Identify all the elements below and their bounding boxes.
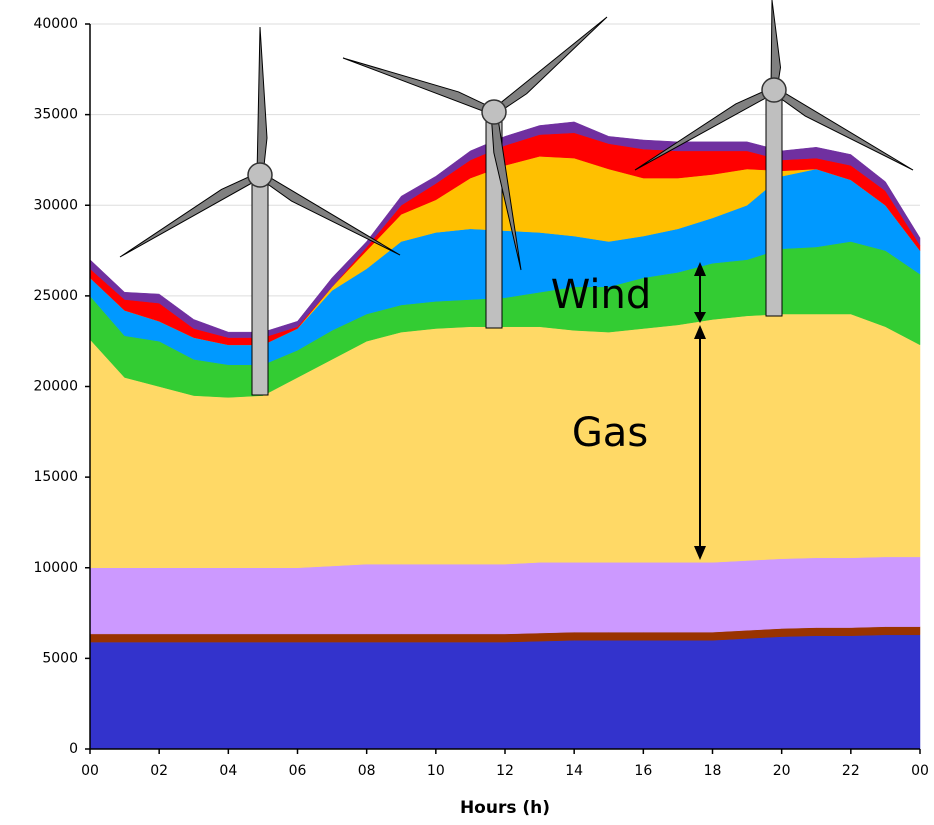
turbine-blade	[256, 26, 268, 176]
x-axis-title: Hours (h)	[460, 798, 550, 818]
area-layer	[89, 121, 921, 750]
arrow-head	[694, 312, 706, 323]
turbine-hub	[481, 99, 507, 125]
turbine-hub	[761, 77, 787, 103]
turbine-blade	[119, 171, 263, 258]
y-tick-label: 10000	[33, 560, 78, 576]
annotation-layer: Wind Gas	[551, 262, 706, 560]
y-tick-label: 20000	[33, 379, 78, 395]
turbine-hub	[247, 162, 273, 188]
arrow-head	[694, 262, 706, 276]
area	[89, 556, 921, 635]
y-tick-label: 30000	[33, 197, 78, 213]
turbine-tower	[251, 174, 269, 396]
x-tick-label: 06	[289, 763, 307, 779]
area	[89, 121, 921, 338]
x-tick-label: 08	[358, 763, 376, 779]
y-tick-label: 15000	[33, 469, 78, 485]
axis-layer: 0 5000 10000 15000 20000 25000 30000 35000 40000…	[33, 16, 928, 779]
turbine-blade	[770, 0, 782, 91]
x-tick-label: 22	[842, 763, 860, 779]
turbine-blade	[342, 57, 496, 116]
turbine-tower	[765, 89, 783, 317]
x-tick-label: 20	[773, 763, 791, 779]
y-tick-label: 0	[69, 741, 78, 757]
annotation: Gas	[572, 410, 648, 456]
x-tick-label: 12	[496, 763, 514, 779]
y-tick-label: 25000	[33, 288, 78, 304]
y-tick-label: 35000	[33, 107, 78, 123]
x-tick-label: 18	[704, 763, 722, 779]
x-tick-label: 00	[81, 763, 99, 779]
x-tick-label: 02	[150, 763, 168, 779]
x-tick-label: 16	[634, 763, 652, 779]
turbine-blade	[491, 16, 608, 115]
x-tick-label: 10	[427, 763, 445, 779]
y-tick-label: 40000	[33, 16, 78, 32]
arrow-head	[694, 546, 706, 560]
arrow-head	[694, 325, 706, 339]
turbine-layer	[119, 0, 914, 396]
x-tick-label: 04	[219, 763, 237, 779]
x-tick-label: 00	[911, 763, 929, 779]
area	[89, 634, 921, 750]
annotation: Wind	[551, 272, 652, 318]
y-tick-label: 5000	[42, 650, 78, 666]
x-tick-label: 14	[565, 763, 583, 779]
turbine-blade	[257, 171, 401, 256]
